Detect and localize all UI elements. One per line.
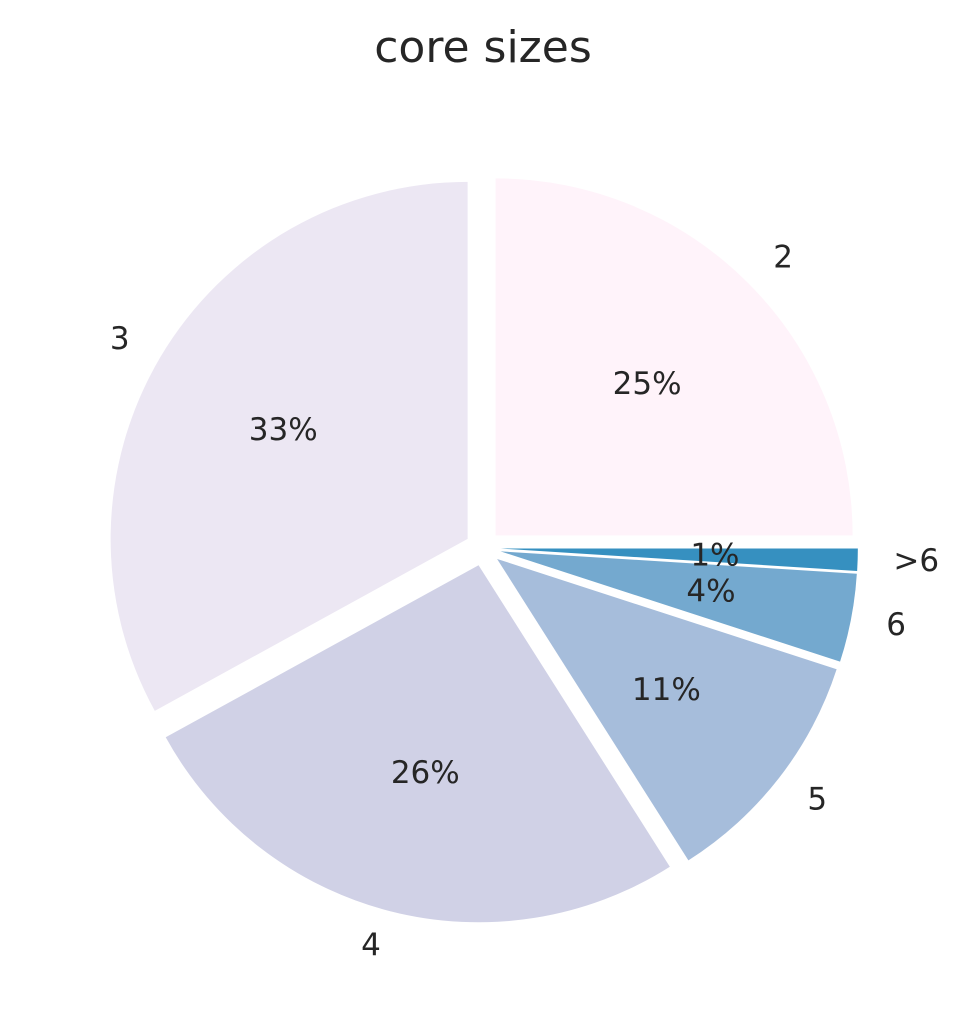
pie-category-label-6: >6 [893,543,939,579]
pie-category-label-5: 6 [886,607,906,643]
pie-slices [110,178,858,923]
pie-pct-label-4: 11% [632,672,701,708]
pie-category-label-2: 3 [110,321,130,357]
pie-slice-4 [497,558,837,861]
pie-pct-label-2: 33% [249,412,318,448]
pie-pct-label-5: 4% [686,573,735,609]
pie-category-label-1: 2 [773,240,793,276]
pie-slice-6 [500,548,858,571]
pie-slice-1 [495,178,853,536]
pie-slice-2 [110,181,468,711]
pie-slice-5 [500,551,857,662]
pie-labels: 25% 2 33% 3 26% 4 11% 5 4% 6 1% >6 [110,240,939,964]
pie-pct-label-3: 26% [391,755,460,791]
pie-category-label-4: 5 [807,782,827,818]
pie-pct-label-1: 25% [613,366,682,402]
pie-category-label-3: 4 [361,928,381,964]
pie-pct-label-6: 1% [690,537,739,573]
chart-title: core sizes [374,22,592,73]
pie-slice-3 [165,565,670,923]
